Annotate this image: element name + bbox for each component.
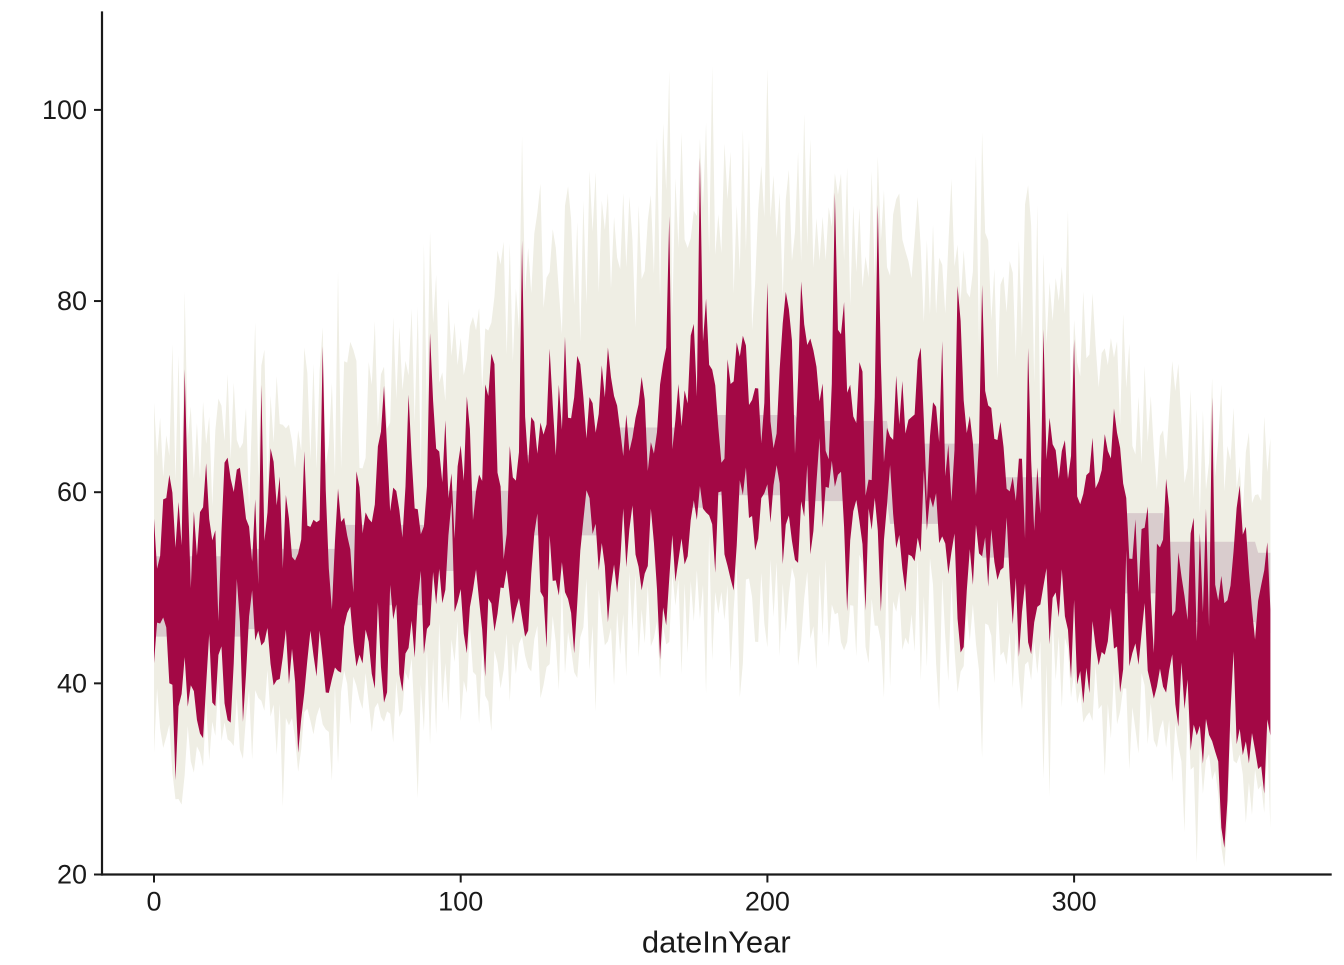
svg-text:20: 20	[57, 860, 87, 890]
svg-text:0: 0	[146, 887, 161, 917]
svg-text:100: 100	[42, 95, 87, 125]
svg-text:40: 40	[57, 668, 87, 698]
svg-text:100: 100	[438, 887, 483, 917]
svg-text:dateInYear: dateInYear	[642, 925, 791, 960]
svg-text:80: 80	[57, 286, 87, 316]
svg-text:300: 300	[1052, 887, 1097, 917]
svg-text:60: 60	[57, 477, 87, 507]
svg-text:200: 200	[745, 887, 790, 917]
